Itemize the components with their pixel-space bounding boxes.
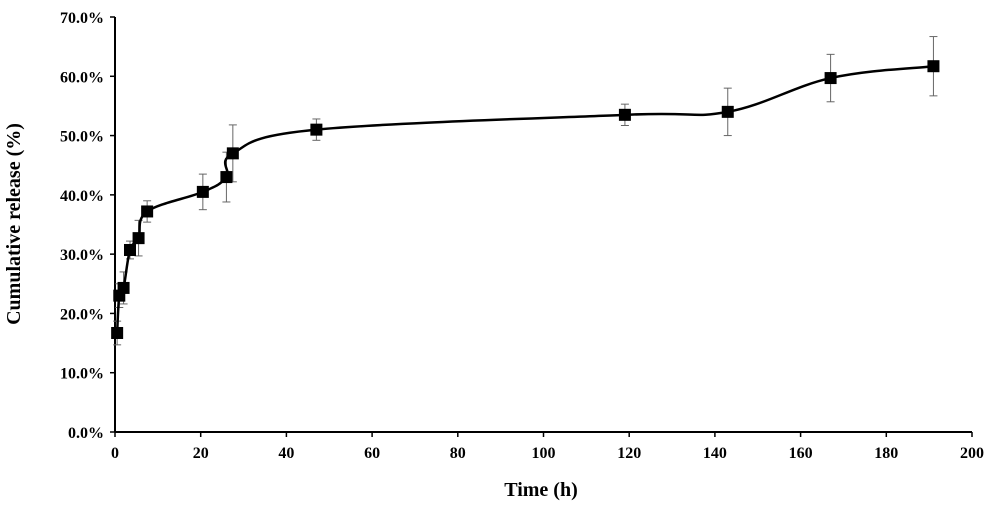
data-point — [141, 205, 154, 218]
y-tick-label: 50.0% — [60, 129, 104, 146]
x-axis-title: Time (h) — [504, 479, 578, 501]
x-tick-label: 100 — [532, 445, 556, 462]
x-tick-label: 0 — [111, 445, 119, 462]
data-point — [111, 326, 124, 339]
x-tick-label: 160 — [789, 445, 813, 462]
x-tick-label: 60 — [364, 445, 380, 462]
x-tick-label: 80 — [450, 445, 466, 462]
x-tick-label: 120 — [617, 445, 641, 462]
data-point — [132, 232, 145, 245]
data-point — [226, 147, 239, 160]
data-point — [123, 243, 136, 256]
x-tick-label: 20 — [193, 445, 209, 462]
data-point — [220, 171, 233, 184]
y-tick-label: 40.0% — [60, 188, 104, 205]
data-point — [196, 185, 209, 198]
series-curve — [115, 64, 934, 334]
y-tick-label: 20.0% — [60, 306, 104, 323]
data-point — [117, 281, 130, 294]
y-tick-label: 0.0% — [68, 425, 104, 442]
y-tick-label: 60.0% — [60, 69, 104, 86]
x-tick-label: 200 — [960, 445, 984, 462]
x-tick-label: 180 — [874, 445, 898, 462]
y-tick-label: 10.0% — [60, 366, 104, 383]
series-line — [115, 64, 934, 334]
y-tick-label: 70.0% — [60, 10, 104, 27]
y-axis-title: Cumulative release (%) — [3, 123, 25, 325]
data-point — [721, 105, 734, 118]
data-point — [310, 123, 323, 136]
x-tick-label: 40 — [278, 445, 294, 462]
data-point — [927, 60, 940, 73]
data-markers — [111, 60, 940, 339]
x-tick-label: 140 — [703, 445, 727, 462]
data-point — [618, 108, 631, 121]
y-tick-label: 30.0% — [60, 247, 104, 264]
axes: 0 20 40 60 80 100 120 140 160 180 200 0.0% 10.0% 20.0… — [60, 10, 984, 462]
data-point — [824, 72, 837, 85]
